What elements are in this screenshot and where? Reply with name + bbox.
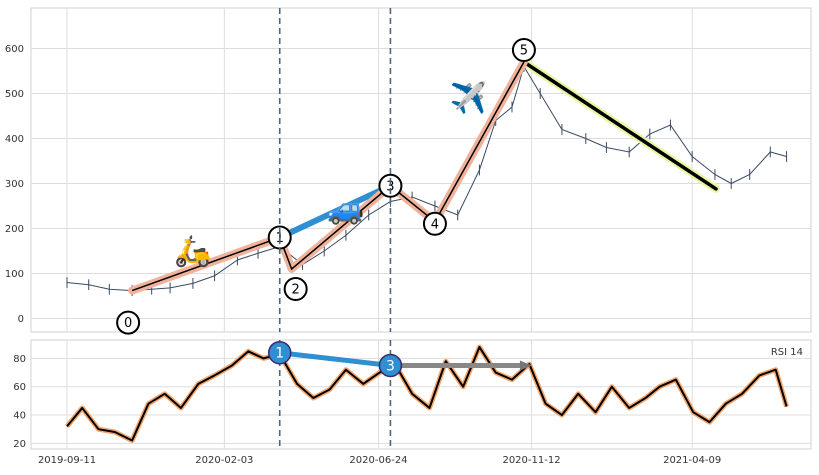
price-y-tick-label: 100 <box>5 269 24 280</box>
rsi-marker-label: 1 <box>275 346 284 362</box>
rsi-plot-area <box>30 339 812 450</box>
price-y-tick-label: 600 <box>5 44 24 55</box>
price-y-tick-label: 400 <box>5 134 24 145</box>
price-y-tick-label: 200 <box>5 224 24 235</box>
rsi-y-tick-label: 60 <box>13 382 26 393</box>
wave-point-label: 3 <box>386 179 394 194</box>
x-tick-label: 2020-06-24 <box>349 455 407 466</box>
price-y-tick-label: 0 <box>18 314 24 325</box>
rsi-y-tick-label: 40 <box>13 411 26 422</box>
wave-point-marker <box>116 310 141 335</box>
emoji-marker: ✈️ <box>450 79 487 116</box>
rsi-legend-label: RSI 14 <box>771 347 803 358</box>
emoji-marker: 🚙 <box>327 191 364 226</box>
trend-line <box>522 60 718 191</box>
price-series-line <box>66 65 787 292</box>
rsi-trend-arrowhead <box>519 360 532 371</box>
wave-point-marker <box>378 173 403 198</box>
wave-point-label: 0 <box>124 316 132 331</box>
x-tick-label: 2020-02-03 <box>195 455 253 466</box>
rsi-panel: 2019-09-11 2020-02-03 2020-06-24 2020-11-12… <box>13 339 812 466</box>
wave-point-marker <box>511 38 536 62</box>
x-tick-label: 2020-11-12 <box>502 455 560 466</box>
rsi-y-tick-label: 80 <box>13 354 26 365</box>
price-y-tick-label: 300 <box>5 179 24 190</box>
rsi-marker <box>378 353 403 378</box>
wave-point-label: 4 <box>431 217 439 232</box>
rsi-marker <box>267 340 292 365</box>
wave-point-label: 5 <box>520 44 528 59</box>
trend-line <box>276 182 394 241</box>
wave-point-marker <box>283 277 308 301</box>
wave-line <box>131 61 525 292</box>
rsi-trend-line <box>277 350 393 368</box>
rsi-marker-label: 3 <box>386 358 395 374</box>
x-tick-label: 2021-04-09 <box>663 455 721 466</box>
wave-point-marker <box>422 211 447 236</box>
x-tick-label: 2019-09-11 <box>38 455 96 466</box>
rsi-series-line <box>66 346 788 442</box>
price-y-tick-label: 500 <box>5 89 24 100</box>
emoji-marker: 🛵 <box>174 234 211 269</box>
wave-point-label: 2 <box>292 283 300 298</box>
rsi-y-tick-label: 20 <box>13 439 26 450</box>
